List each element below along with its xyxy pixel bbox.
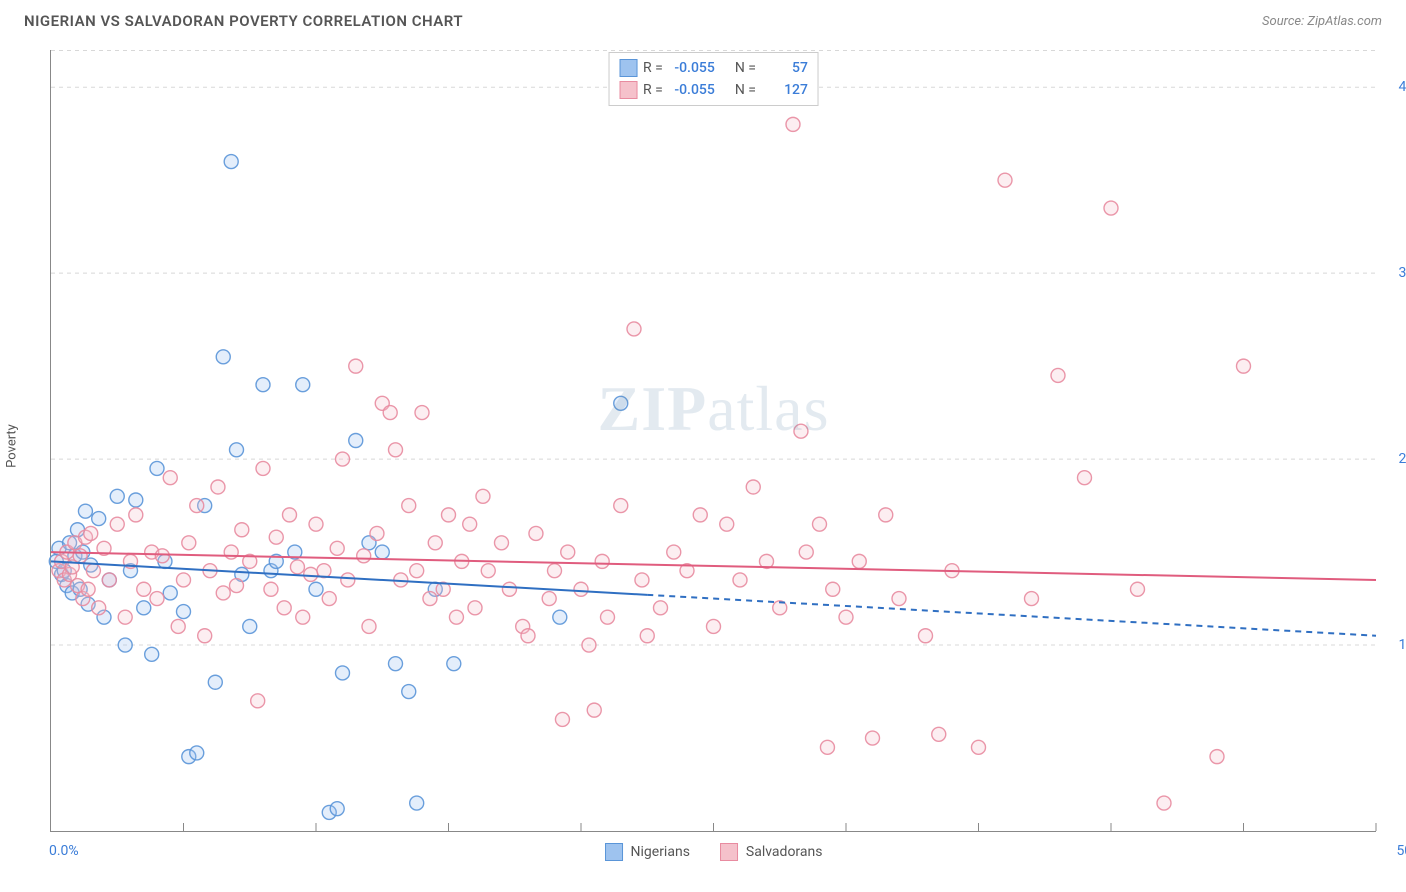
legend-row-salvadorans: R = -0.055 N = 127 [619,79,808,101]
x-max-label: 50.0% [1396,843,1406,859]
scatter-svg [51,50,1376,831]
source-label: Source: ZipAtlas.com [1262,14,1382,29]
y-tick-label: 40.0% [1398,79,1406,95]
chart-header: NIGERIAN VS SALVADORAN POVERTY CORRELATI… [0,0,1406,38]
y-tick-label: 20.0% [1398,451,1406,467]
y-axis-label: Poverty [5,424,20,468]
y-tick-label: 10.0% [1398,637,1406,653]
y-tick-label: 30.0% [1398,265,1406,281]
x-origin-label: 0.0% [49,843,79,859]
correlation-legend: R = -0.055 N = 57 R = -0.055 N = 127 [608,52,819,106]
legend-item-nigerians: Nigerians [605,843,690,861]
plot-region: ZIPatlas R = -0.055 N = 57 R = -0.055 N … [50,50,1376,832]
series-legend: Nigerians Salvadorans [605,843,823,861]
legend-swatch-salvadorans-bottom [720,843,738,861]
legend-swatch-nigerians [619,59,637,77]
chart-title: NIGERIAN VS SALVADORAN POVERTY CORRELATI… [24,12,463,30]
legend-item-salvadorans: Salvadorans [720,843,823,861]
chart-area: ZIPatlas R = -0.055 N = 57 R = -0.055 N … [50,50,1376,832]
legend-row-nigerians: R = -0.055 N = 57 [619,57,808,79]
legend-swatch-nigerians-bottom [605,843,623,861]
legend-swatch-salvadorans [619,81,637,99]
